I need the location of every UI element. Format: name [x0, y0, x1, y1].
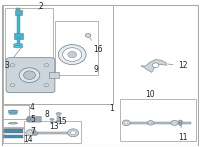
Circle shape — [10, 64, 15, 67]
Circle shape — [171, 120, 178, 125]
Bar — [4, 135, 23, 138]
Circle shape — [44, 64, 49, 67]
Text: 5: 5 — [30, 115, 35, 123]
Bar — [56, 121, 61, 122]
Circle shape — [122, 120, 130, 126]
Bar — [51, 119, 53, 124]
Circle shape — [85, 33, 91, 37]
Bar — [4, 129, 23, 133]
FancyBboxPatch shape — [6, 58, 55, 93]
Circle shape — [70, 131, 76, 135]
Circle shape — [19, 68, 40, 83]
Bar — [55, 21, 98, 75]
Bar — [16, 8, 20, 10]
Bar — [120, 99, 196, 141]
Ellipse shape — [10, 123, 16, 124]
Text: 16: 16 — [90, 38, 103, 54]
Text: 10: 10 — [146, 90, 155, 99]
Ellipse shape — [8, 113, 18, 115]
Text: 13: 13 — [49, 122, 59, 131]
Ellipse shape — [13, 46, 23, 48]
Circle shape — [63, 48, 82, 61]
Bar — [24, 121, 81, 143]
Circle shape — [32, 129, 36, 132]
Ellipse shape — [8, 111, 18, 113]
Ellipse shape — [3, 135, 5, 138]
Ellipse shape — [3, 129, 5, 133]
Text: 12: 12 — [168, 61, 188, 70]
Bar — [14, 33, 23, 39]
Text: 3: 3 — [4, 48, 21, 70]
Circle shape — [26, 118, 31, 121]
Circle shape — [178, 120, 182, 123]
Text: 2: 2 — [38, 2, 43, 11]
Circle shape — [68, 129, 79, 137]
Bar — [17, 15, 20, 34]
Circle shape — [125, 122, 128, 124]
Circle shape — [44, 83, 49, 87]
Bar — [57, 113, 60, 121]
Bar — [3, 119, 29, 127]
Bar — [49, 72, 59, 78]
Circle shape — [32, 132, 38, 136]
Text: 8: 8 — [44, 110, 49, 119]
Text: 11: 11 — [178, 126, 188, 142]
Bar — [124, 122, 191, 123]
Circle shape — [26, 130, 34, 136]
Circle shape — [24, 71, 35, 80]
Circle shape — [147, 121, 154, 125]
Text: 15: 15 — [57, 117, 67, 126]
Circle shape — [152, 63, 159, 67]
Ellipse shape — [8, 122, 18, 124]
Ellipse shape — [8, 110, 18, 112]
Bar — [15, 10, 22, 15]
Text: 14: 14 — [24, 135, 33, 144]
Ellipse shape — [8, 111, 18, 113]
Bar — [3, 5, 113, 104]
Text: 9: 9 — [94, 65, 99, 75]
FancyBboxPatch shape — [28, 116, 41, 122]
Text: 4: 4 — [30, 103, 35, 112]
Ellipse shape — [50, 119, 54, 120]
Text: 1: 1 — [110, 104, 114, 113]
Polygon shape — [141, 60, 167, 72]
Circle shape — [58, 45, 86, 65]
Bar — [3, 128, 29, 143]
Circle shape — [179, 123, 182, 126]
Text: 7: 7 — [30, 127, 35, 136]
Circle shape — [10, 83, 15, 87]
Bar — [17, 39, 20, 44]
Circle shape — [68, 51, 77, 58]
Ellipse shape — [56, 113, 61, 115]
Ellipse shape — [13, 44, 23, 46]
Bar — [5, 8, 53, 67]
Bar — [35, 132, 70, 134]
Bar — [3, 105, 29, 119]
Circle shape — [149, 122, 152, 124]
